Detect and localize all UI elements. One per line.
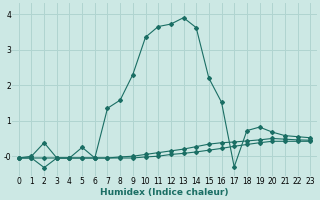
X-axis label: Humidex (Indice chaleur): Humidex (Indice chaleur)	[100, 188, 229, 197]
